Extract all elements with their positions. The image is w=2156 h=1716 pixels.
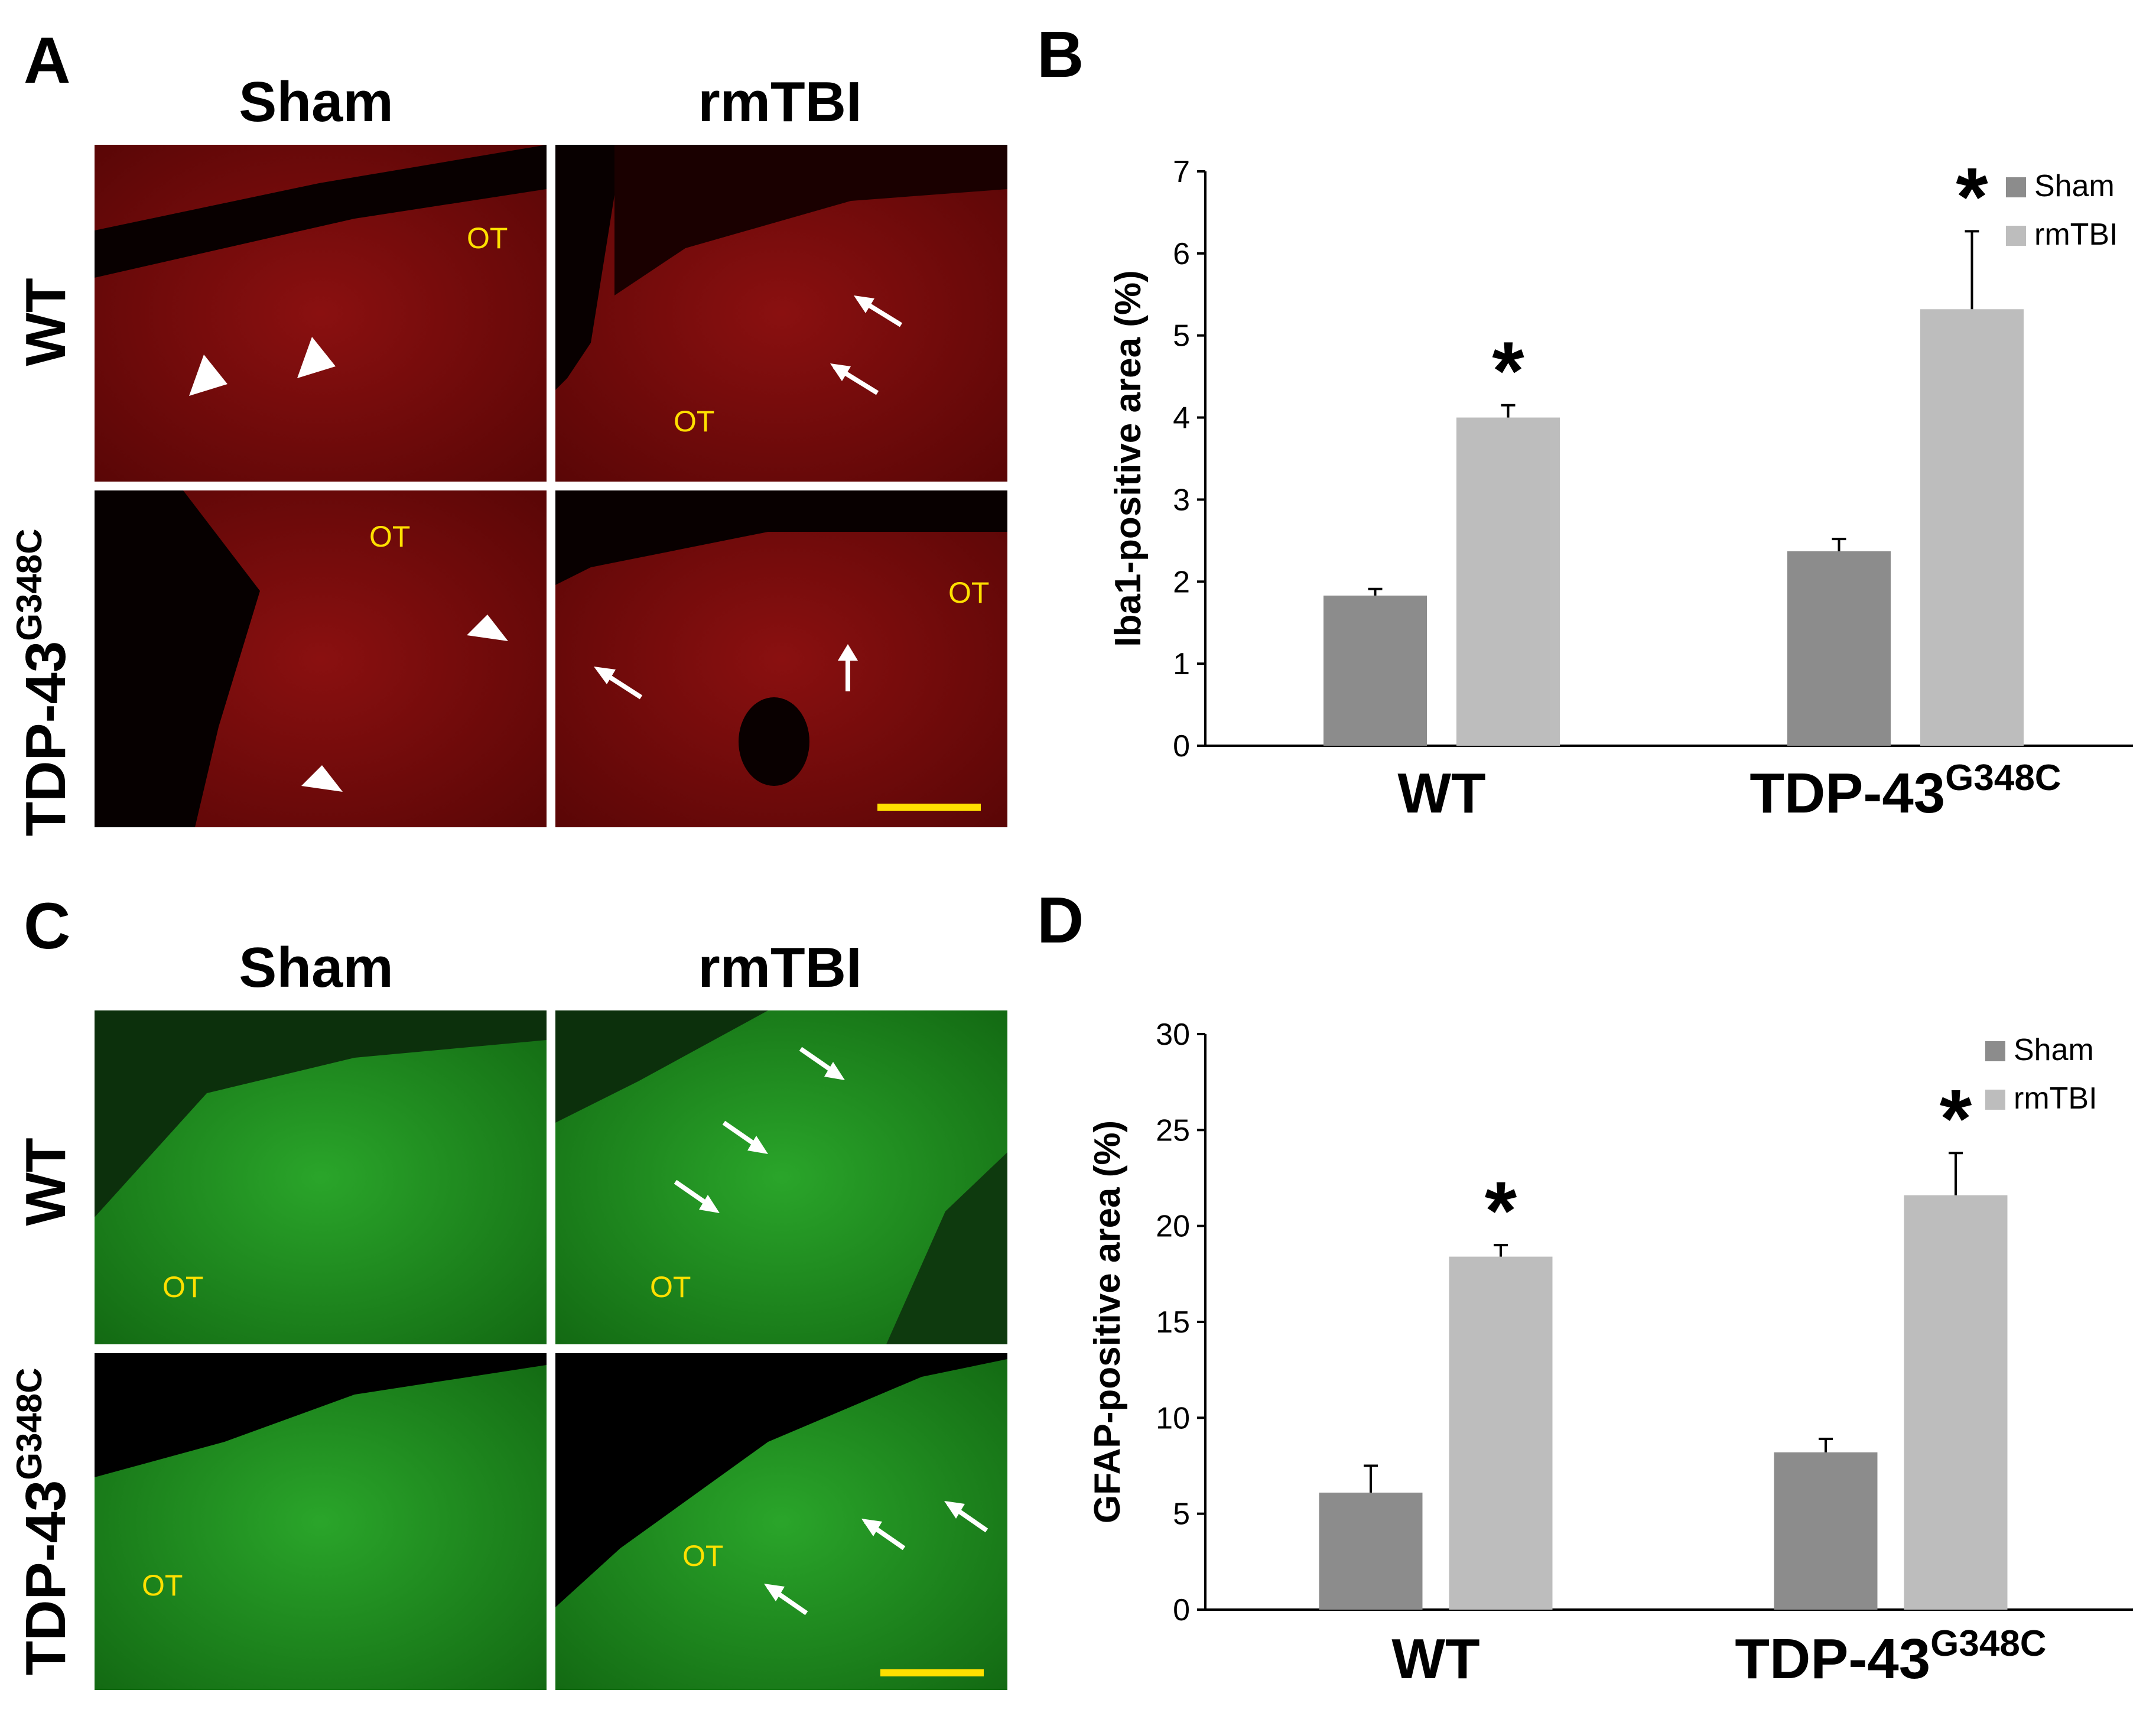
panel-a: A Sham rmTBI WT TDP-43G348C OT OT xyxy=(9,24,1007,836)
arrowhead-icon xyxy=(297,337,336,378)
arrowhead-icon xyxy=(189,355,227,396)
arrowhead-icon xyxy=(747,1136,768,1154)
bar-sham-0 xyxy=(1319,1492,1423,1610)
micrograph-tdp-rmtbi-iba1: OT xyxy=(555,490,1007,827)
panel-letter-d: D xyxy=(1037,884,1084,957)
column-label-rmtbi-a: rmTBI xyxy=(698,70,861,134)
micrograph-wt-rmtbi-iba1: OT xyxy=(555,145,1007,482)
y-tick-label: 2 xyxy=(1173,565,1190,599)
y-tick-label: 6 xyxy=(1173,237,1190,271)
legend-swatch-sham xyxy=(1985,1041,2005,1061)
y-tick-label: 0 xyxy=(1173,1593,1190,1627)
legend-swatch-rmtbi xyxy=(2006,226,2026,246)
bar-rmtbi-1 xyxy=(1920,309,2024,746)
bars: ** xyxy=(1319,1072,2008,1610)
panel-letter-b: B xyxy=(1037,18,1084,91)
legend-label-rmtbi: rmTBI xyxy=(2014,1081,2098,1116)
row-label-wt-c: WT xyxy=(14,1138,77,1226)
micrograph-wt-sham-gfap: OT xyxy=(95,1010,547,1344)
y-tick-label: 1 xyxy=(1173,647,1190,681)
arrowhead-icon xyxy=(838,644,858,661)
y-ticks: 0 5 10 15 20 25 30 xyxy=(1156,1018,1205,1627)
region-label-ot: OT xyxy=(369,520,410,553)
legend: Sham rmTBI xyxy=(2006,169,2118,252)
y-tick-label: 3 xyxy=(1173,483,1190,517)
scale-bar xyxy=(877,804,981,811)
row-label-tdp-a: TDP-43G348C xyxy=(9,529,77,837)
y-tick-label: 15 xyxy=(1156,1305,1190,1340)
y-tick-label: 25 xyxy=(1156,1113,1190,1148)
legend: Sham rmTBI xyxy=(1985,1033,2098,1116)
category-label: WT xyxy=(1397,762,1485,825)
region-label-ot: OT xyxy=(142,1569,183,1602)
bar-sham-1 xyxy=(1787,551,1891,746)
significance-marker: * xyxy=(1485,1164,1517,1257)
column-label-sham-c: Sham xyxy=(239,936,393,999)
bar-sham-0 xyxy=(1323,595,1427,746)
legend-swatch-sham xyxy=(2006,177,2026,197)
row-label-tdp-c: TDP-43G348C xyxy=(9,1368,77,1676)
y-tick-label: 4 xyxy=(1173,401,1190,436)
panel-c: C Sham rmTBI WT TDP-43G348C OT OT OT xyxy=(9,890,1007,1690)
arrowhead-icon xyxy=(699,1195,720,1213)
region-label-ot: OT xyxy=(682,1539,723,1572)
y-ticks: 0 1 2 3 4 5 6 7 xyxy=(1173,155,1205,763)
region-label-ot: OT xyxy=(674,405,714,438)
y-tick-label: 5 xyxy=(1173,1497,1190,1532)
bar-sham-1 xyxy=(1774,1452,1878,1610)
category-labels: WT TDP-43G348C xyxy=(1397,758,2061,825)
scale-bar xyxy=(880,1669,984,1676)
y-axis-label: Iba1-positive area (%) xyxy=(1108,270,1149,646)
micrograph-tdp-rmtbi-gfap: OT xyxy=(555,1353,1007,1690)
region-label-ot: OT xyxy=(467,222,508,255)
category-label: TDP-43G348C xyxy=(1735,1623,2046,1691)
panel-letter-c: C xyxy=(24,890,70,963)
arrowhead-icon xyxy=(594,667,616,684)
arrowhead-icon xyxy=(764,1584,785,1601)
y-tick-label: 0 xyxy=(1173,729,1190,763)
y-tick-label: 30 xyxy=(1156,1018,1190,1052)
legend-label-sham: Sham xyxy=(2034,169,2115,203)
arrowhead-icon xyxy=(944,1501,965,1519)
region-label-ot: OT xyxy=(650,1270,691,1304)
category-label: TDP-43G348C xyxy=(1749,758,2061,825)
arrowhead-icon xyxy=(861,1519,882,1536)
region-label-ot: OT xyxy=(948,576,989,609)
panel-letter-a: A xyxy=(24,24,70,97)
region-label-ot: OT xyxy=(162,1270,203,1304)
significance-marker: * xyxy=(1940,1072,1972,1165)
micrograph-tdp-sham-iba1: OT xyxy=(95,490,547,827)
column-label-sham-a: Sham xyxy=(239,70,393,134)
category-label: WT xyxy=(1391,1627,1479,1691)
row-label-wt-a: WT xyxy=(14,278,77,366)
bars: ** xyxy=(1323,150,2024,746)
micrograph-wt-rmtbi-gfap: OT xyxy=(555,1010,1007,1344)
bar-rmtbi-1 xyxy=(1904,1195,2008,1610)
micrograph-tdp-sham-gfap: OT xyxy=(95,1353,547,1690)
y-tick-label: 20 xyxy=(1156,1210,1190,1244)
arrowhead-icon xyxy=(824,1062,845,1080)
legend-swatch-rmtbi xyxy=(1985,1090,2005,1110)
y-tick-label: 10 xyxy=(1156,1401,1190,1435)
significance-marker: * xyxy=(1956,150,1988,243)
arrowhead-icon xyxy=(467,615,508,641)
legend-label-sham: Sham xyxy=(2014,1033,2094,1067)
legend-label-rmtbi: rmTBI xyxy=(2034,217,2118,252)
arrowhead-icon xyxy=(301,765,343,792)
arrowhead-icon xyxy=(854,295,874,313)
bar-rmtbi-0 xyxy=(1449,1256,1553,1610)
y-tick-label: 7 xyxy=(1173,155,1190,189)
significance-marker: * xyxy=(1492,324,1524,417)
y-axis-label: GFAP-positive area (%) xyxy=(1087,1120,1128,1523)
micrograph-wt-sham-iba1: OT xyxy=(95,145,547,482)
column-label-rmtbi-c: rmTBI xyxy=(698,936,861,999)
category-labels: WT TDP-43G348C xyxy=(1391,1623,2046,1691)
arrowhead-icon xyxy=(830,363,851,381)
y-tick-label: 5 xyxy=(1173,319,1190,353)
bar-rmtbi-0 xyxy=(1456,417,1560,746)
